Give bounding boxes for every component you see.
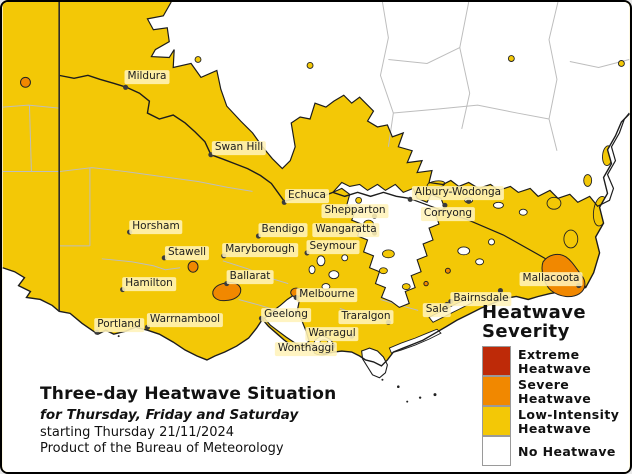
- severe-region-west: [20, 76, 31, 88]
- legend-label: No Heatwave: [518, 443, 616, 459]
- map-title: Three-day Heatwave Situation: [40, 384, 337, 404]
- city-dot: [407, 196, 413, 202]
- map-start-date: starting Thursday 21/11/2024: [40, 425, 235, 440]
- city-label-wangaratta: Wangaratta: [312, 223, 380, 237]
- city-label-mallacoota: Mallacoota: [519, 272, 583, 286]
- legend-row: Severe Heatwave: [482, 376, 630, 407]
- city-label-seymour: Seymour: [306, 240, 360, 254]
- map-attribution: Product of the Bureau of Meteorology: [40, 441, 284, 456]
- city-label-bairnsdale: Bairnsdale: [450, 292, 512, 306]
- city-label-warragul: Warragul: [305, 327, 359, 341]
- city-label-stawell: Stawell: [164, 246, 210, 260]
- legend-rows: Extreme Heatwave Severe Heatwave Low-Inten…: [482, 346, 630, 467]
- city-label-geelong: Geelong: [261, 308, 311, 322]
- legend-label: Severe Heatwave: [518, 377, 592, 406]
- legend-row: Low-Intensity Heatwave: [482, 406, 630, 437]
- city-label-wonthaggi: Wonthaggi: [274, 342, 338, 356]
- city-label-bendigo: Bendigo: [258, 223, 308, 237]
- city-label-corryong: Corryong: [420, 207, 476, 221]
- legend-label: Extreme Heatwave: [518, 347, 592, 376]
- map-subtitle: for Thursday, Friday and Saturday: [40, 407, 299, 423]
- city-label-mildura: Mildura: [124, 70, 170, 84]
- severe-region-ballarat: [212, 281, 242, 302]
- city-label-ballarat: Ballarat: [226, 270, 274, 284]
- city-label-sale: Sale: [422, 303, 452, 317]
- city-label-melbourne: Melbourne: [296, 288, 358, 302]
- city-label-swan-hill: Swan Hill: [211, 141, 267, 155]
- ocean: [2, 114, 630, 472]
- city-dot: [123, 84, 129, 90]
- city-label-traralgon: Traralgon: [338, 310, 394, 324]
- city-label-hamilton: Hamilton: [122, 277, 176, 291]
- city-label-maryborough: Maryborough: [222, 243, 298, 257]
- corner-inlet: [388, 328, 442, 354]
- title-block: Three-day Heatwave Situation for Thursda…: [40, 384, 336, 456]
- legend: Heatwave Severity Extreme Heatwave Severe…: [482, 302, 630, 467]
- island-specks: [117, 335, 437, 403]
- city-label-echuca: Echuca: [285, 189, 329, 203]
- city-label-warrnambool: Warrnambool: [146, 313, 224, 327]
- legend-swatch: [482, 346, 511, 377]
- city-dot: [466, 198, 472, 204]
- nsw-no-heatwave-region: [147, 2, 630, 207]
- legend-swatch: [482, 376, 511, 407]
- city-dot: [497, 287, 504, 294]
- legend-label: Low-Intensity Heatwave: [518, 407, 620, 436]
- city-label-shepparton: Shepparton: [321, 204, 389, 218]
- heatwave-area-edge: [146, 2, 630, 208]
- city-label-albury-wodonga: Albury-Wodonga: [411, 186, 505, 200]
- legend-swatch: [482, 436, 511, 467]
- legend-swatch: [482, 406, 511, 437]
- legend-row: No Heatwave: [482, 436, 630, 467]
- city-dot: [442, 202, 448, 208]
- legend-title: Heatwave Severity: [482, 302, 586, 342]
- legend-row: Extreme Heatwave: [482, 346, 630, 377]
- city-label-horsham: Horsham: [129, 220, 183, 234]
- severe-region-stawell: [187, 260, 199, 273]
- city-label-portland: Portland: [94, 318, 144, 332]
